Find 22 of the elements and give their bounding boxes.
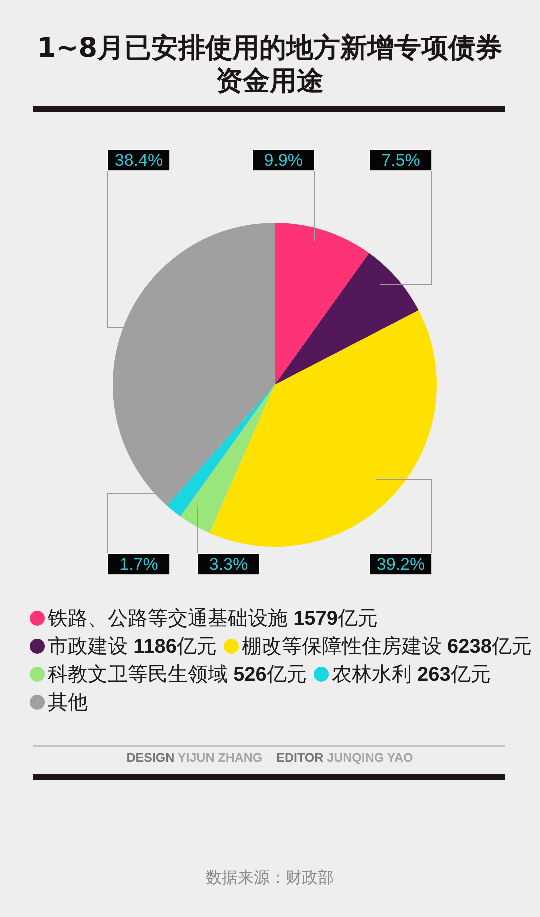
pie-slice <box>210 310 437 547</box>
pie-slice <box>275 253 419 385</box>
legend-label: 农林水利 263亿元 <box>332 662 491 688</box>
pie-slice <box>113 223 275 506</box>
pie-slice <box>167 385 275 517</box>
legend-label: 其他 <box>48 690 88 716</box>
text: EDITOR JUNQING YAO <box>276 751 414 765</box>
legend-label: 市政建设 1186亿元 <box>48 634 217 660</box>
legend-label: 棚改等保障性住房建设 6238亿元 <box>242 634 532 660</box>
text: DESIGN YIJUN ZHANG <box>126 751 263 765</box>
legend-label: 铁路、公路等交通基础设施 1579亿元 <box>48 606 378 632</box>
pie-slice <box>180 385 275 534</box>
data-label: 38.4% <box>114 150 164 170</box>
chart-title: 1~8月已安排使用的地方新增专项债券资金用途 <box>36 32 504 98</box>
pie-slice <box>275 223 370 385</box>
data-label: 9.9% <box>264 150 303 170</box>
data-label: 39.2% <box>376 554 426 574</box>
source-note: 数据来源：财政部 <box>205 868 335 889</box>
data-label: 7.5% <box>382 150 420 170</box>
data-label: 3.3% <box>209 554 248 574</box>
legend-label: 科教文卫等民生领域 526亿元 <box>48 662 307 688</box>
data-label: 1.7% <box>120 554 158 574</box>
